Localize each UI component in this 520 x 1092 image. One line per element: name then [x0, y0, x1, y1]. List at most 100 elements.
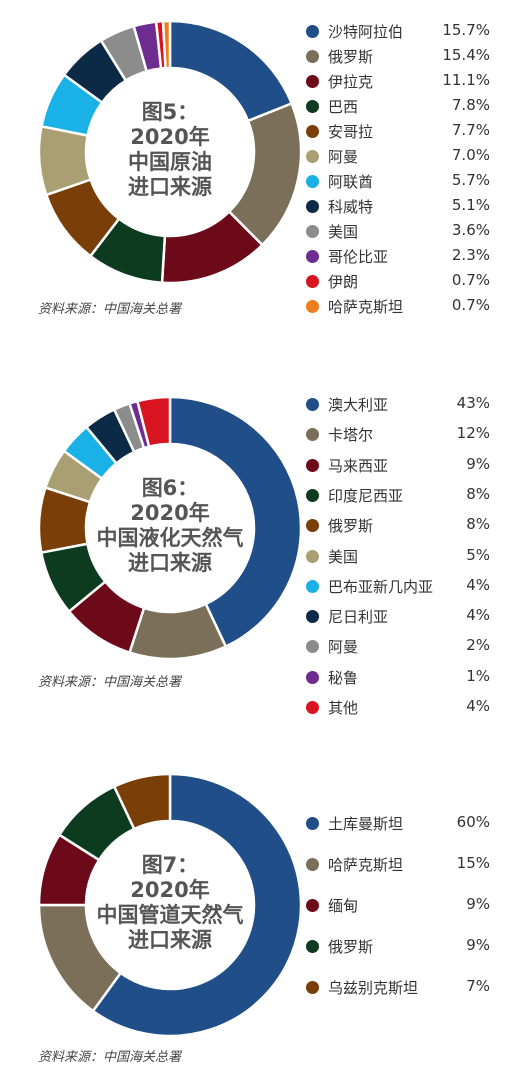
legend-item: 阿曼 2% — [306, 635, 490, 657]
legend-label: 卡塔尔 — [328, 426, 374, 445]
chart-center-title: 图6： 2020年 中国液化天然气 进口来源 — [96, 476, 244, 575]
legend-value: 9% — [466, 895, 490, 913]
legend-swatch — [306, 701, 319, 714]
legend-value: 60% — [456, 813, 490, 831]
legend-value: 9% — [466, 454, 490, 473]
legend-item: 马来西亚 9% — [306, 454, 490, 476]
legend-value: 4% — [466, 606, 490, 625]
legend-swatch — [306, 519, 319, 533]
legend-value: 43% — [456, 394, 490, 412]
legend-item: 尼日利亚 4% — [306, 605, 490, 627]
legend-label: 土库曼斯坦 — [328, 815, 404, 833]
legend-item: 阿曼 7.0% — [306, 145, 490, 167]
legend-swatch — [306, 125, 319, 138]
legend-label: 尼日利亚 — [328, 608, 389, 627]
legend-value: 15.4% — [442, 46, 490, 64]
legend-value: 12% — [456, 424, 490, 443]
legend-item: 俄罗斯 9% — [306, 935, 490, 957]
legend-label: 秘鲁 — [328, 668, 359, 687]
chart-center-title: 图5： 2020年 中国原油 进口来源 — [128, 100, 212, 199]
legend-item: 伊拉克 11.1% — [306, 70, 490, 92]
legend-swatch — [306, 640, 319, 654]
legend-label: 俄罗斯 — [328, 938, 374, 956]
legend-item: 科威特 5.1% — [306, 195, 490, 217]
legend-label: 哈萨克斯坦 — [328, 298, 404, 316]
donut-svg-pipeline-gas — [38, 773, 302, 1037]
legend-label: 乌兹别克斯坦 — [328, 979, 419, 997]
legend-label: 巴布亚新几内亚 — [328, 577, 434, 596]
legend-value: 0.7% — [451, 296, 490, 314]
legend-swatch — [306, 858, 319, 871]
legend-value: 5.1% — [451, 196, 490, 214]
legend-label: 阿联酋 — [328, 173, 374, 191]
legend-item: 俄罗斯 15.4% — [306, 45, 490, 67]
legend-swatch — [306, 458, 319, 472]
legend-swatch — [306, 225, 319, 238]
legend-item: 伊朗 0.7% — [306, 270, 490, 292]
donut-slice — [112, 773, 172, 831]
legend-swatch — [306, 175, 319, 188]
legend-swatch — [306, 398, 319, 411]
legend-label: 安哥拉 — [328, 123, 374, 141]
legend-swatch — [306, 300, 319, 313]
chart-center-title: 图7： 2020年 中国管道天然气 进口来源 — [96, 853, 244, 952]
legend-value: 1% — [466, 666, 490, 685]
legend-label: 阿曼 — [328, 148, 359, 166]
legend-swatch — [306, 610, 319, 624]
legend-value: 8% — [466, 515, 490, 534]
legend-value: 7% — [466, 977, 490, 995]
legend-swatch — [306, 940, 319, 953]
legend-value: 15% — [456, 854, 490, 872]
legend-swatch — [306, 50, 319, 63]
legend-value: 5.7% — [451, 171, 490, 189]
legend-label: 巴西 — [328, 98, 359, 116]
legend-swatch — [306, 428, 319, 442]
legend-swatch — [306, 981, 319, 994]
legend-value: 7.8% — [451, 96, 490, 114]
legend-swatch — [306, 200, 319, 213]
legend-swatch — [306, 100, 319, 113]
legend-swatch — [306, 817, 319, 830]
source-note: 资料来源：中国海关总署 — [38, 675, 182, 690]
legend-label: 澳大利亚 — [328, 396, 389, 414]
legend-item: 哈萨克斯坦 0.7% — [306, 295, 490, 317]
legend-label: 俄罗斯 — [328, 517, 374, 536]
legend-value: 2% — [466, 636, 490, 655]
legend-label: 俄罗斯 — [328, 48, 374, 66]
legend-item: 美国 3.6% — [306, 220, 490, 242]
legend-item: 澳大利亚 43% — [306, 393, 490, 415]
legend-label: 伊拉克 — [328, 73, 374, 91]
donut-chart-pipeline-gas — [38, 773, 302, 1037]
legend-item: 安哥拉 7.7% — [306, 120, 490, 142]
legend-item: 哥伦比亚 2.3% — [306, 245, 490, 267]
legend-value: 9% — [466, 936, 490, 954]
donut-slice — [168, 396, 302, 649]
donut-chart-crude-oil — [38, 20, 302, 284]
legend-value: 2.3% — [451, 246, 490, 264]
legend-label: 哥伦比亚 — [328, 248, 389, 266]
legend-item: 秘鲁 1% — [306, 666, 490, 688]
legend-item: 沙特阿拉伯 15.7% — [306, 20, 490, 42]
legend-item: 乌兹别克斯坦 7% — [306, 976, 490, 998]
legend-item: 阿联酋 5.7% — [306, 170, 490, 192]
donut-slice — [91, 773, 302, 1037]
legend-label: 科威特 — [328, 198, 374, 216]
legend-swatch — [306, 250, 319, 263]
legend-value: 7.7% — [451, 121, 490, 139]
legend-value: 7.0% — [451, 146, 490, 164]
legend-label: 哈萨克斯坦 — [328, 856, 404, 874]
legend-item: 印度尼西亚 8% — [306, 484, 490, 506]
legend-swatch — [306, 75, 319, 88]
source-note: 资料来源：中国海关总署 — [38, 1050, 182, 1065]
chart-panel-lng: 图6： 2020年 中国液化天然气 进口来源 资料来源：中国海关总署 澳大利亚 4… — [0, 380, 520, 717]
legend-value: 4% — [466, 575, 490, 594]
legend-label: 伊朗 — [328, 273, 359, 291]
legend-value: 11.1% — [442, 71, 490, 89]
legend-item: 卡塔尔 12% — [306, 423, 490, 445]
legend-swatch — [306, 899, 319, 912]
legend-value: 4% — [466, 697, 490, 715]
legend-item: 巴西 7.8% — [306, 95, 490, 117]
donut-chart-lng — [38, 396, 302, 660]
legend-item: 其他 4% — [306, 696, 490, 718]
legend-label: 其他 — [328, 699, 359, 717]
